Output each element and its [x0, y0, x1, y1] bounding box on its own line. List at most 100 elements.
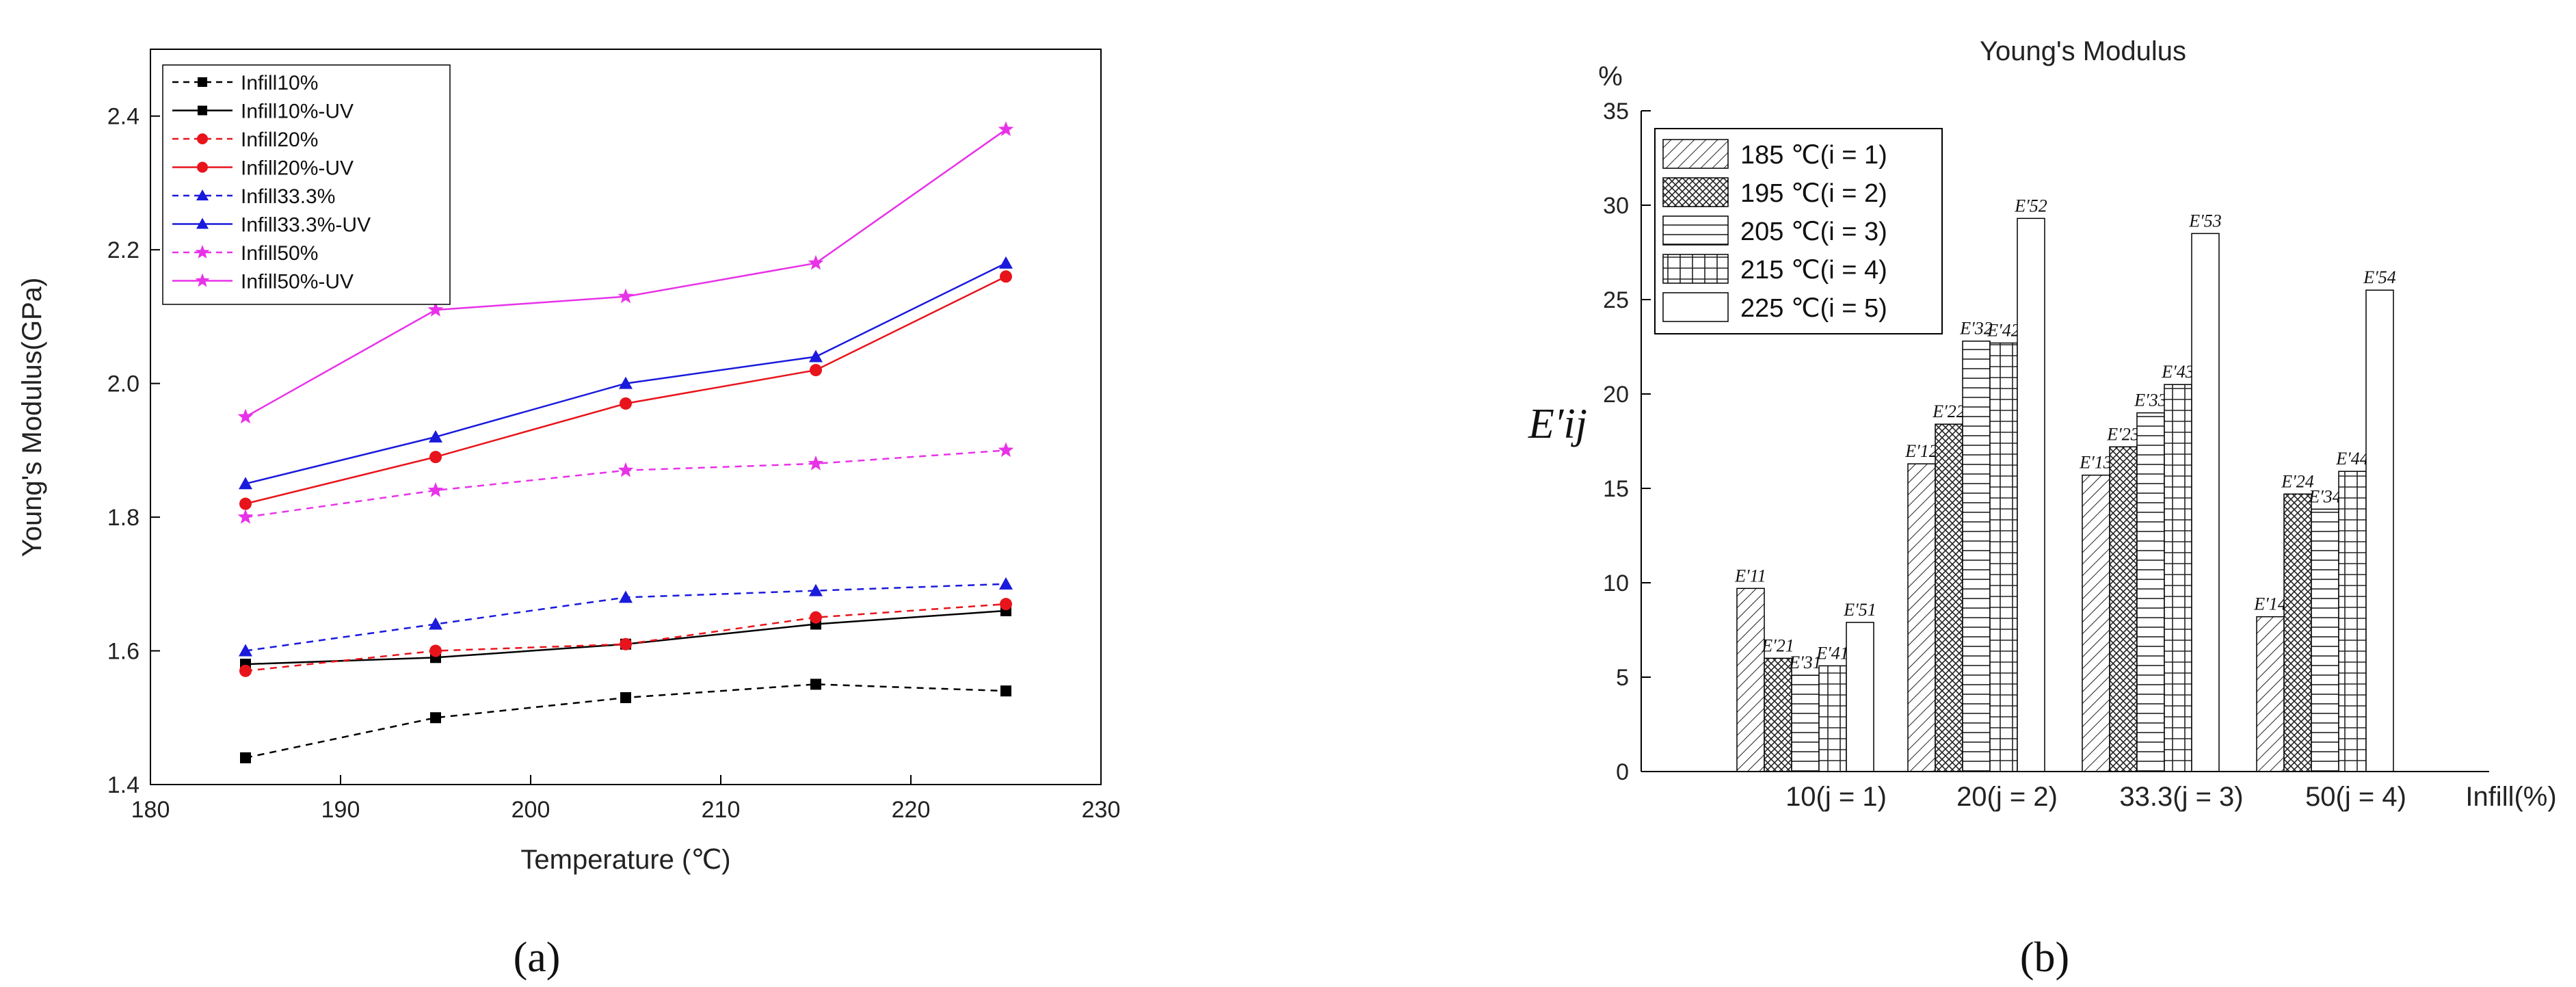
legend-swatch-b	[1662, 215, 1729, 246]
data-point	[429, 430, 442, 443]
data-point	[619, 376, 633, 389]
data-point	[999, 256, 1013, 269]
legend-label-a: Infill20%-UV	[241, 157, 354, 180]
data-point	[429, 617, 442, 630]
caption-a: (a)	[514, 934, 561, 981]
bar-data-label: E′54	[2363, 267, 2396, 287]
bar-data-label: E′24	[2281, 471, 2314, 491]
bar	[1846, 622, 1874, 772]
data-point	[1000, 685, 1011, 697]
y-tick-label-a: 2.4	[107, 104, 140, 130]
data-point	[1000, 270, 1012, 283]
x-axis-label-a: Temperature (℃)	[520, 845, 730, 875]
legend-marker-a	[198, 77, 207, 87]
data-point	[809, 350, 823, 363]
y-tick-label-b: 0	[1616, 759, 1629, 785]
legend-label-a: Infill33.3%-UV	[241, 214, 371, 237]
legend-swatch-b	[1662, 139, 1729, 169]
data-point	[239, 644, 252, 657]
bar-data-label: E′41	[1816, 643, 1849, 663]
legend-marker-a	[195, 273, 210, 287]
x-tick-label-a: 220	[892, 797, 931, 823]
series-infill33-3-uv	[239, 256, 1013, 490]
bar-data-label: E′44	[2335, 449, 2369, 469]
data-point	[999, 577, 1013, 590]
bar	[1764, 657, 1792, 772]
x-category-label-b: 33.3(j = 3)	[2119, 782, 2243, 812]
legend-marker-a	[198, 105, 207, 116]
data-point	[618, 288, 634, 304]
bar-data-label: E′52	[2014, 196, 2047, 215]
bar-group: E′14 E′24E′34 E′44 E′54	[2253, 267, 2396, 772]
data-point	[618, 462, 634, 477]
y-tick-label-b: 25	[1603, 287, 1629, 313]
data-point	[239, 497, 252, 510]
legend-label-b: 215 ℃(i = 4)	[1740, 256, 1887, 285]
y-tick-label-b: 30	[1603, 193, 1629, 219]
bar	[2136, 412, 2165, 772]
legend-box-a	[162, 64, 451, 305]
series-infill50-	[237, 442, 1014, 524]
bar	[2109, 446, 2138, 772]
bar	[1989, 342, 2018, 772]
y-axis-label-b: E′ij	[1528, 401, 1587, 447]
bar-data-label: E′23	[2106, 424, 2140, 444]
data-point	[810, 364, 822, 377]
series-infill20-uv	[239, 270, 1012, 510]
x-tick-label-a: 230	[1082, 797, 1121, 823]
bar-group: E′13 E′23 E′33 E′43 E′53	[2079, 211, 2222, 772]
data-point	[427, 482, 444, 497]
x-tick-label-a: 180	[131, 797, 170, 823]
y-tick-label-a: 2.2	[107, 237, 140, 263]
series-infill10-uv	[240, 605, 1011, 670]
data-point	[429, 644, 442, 657]
bar	[1907, 463, 1936, 772]
data-point	[810, 611, 822, 624]
legend-marker-a	[196, 189, 209, 200]
legend-swatch-b	[1662, 292, 1729, 322]
data-point	[619, 590, 633, 603]
series-line	[245, 609, 1007, 666]
bar	[2283, 493, 2312, 772]
bar-data-label: E′12	[1904, 441, 1938, 461]
legend-marker-a	[196, 218, 209, 229]
x-tick-label-a: 210	[702, 797, 741, 823]
x-axis-label-b: Infill(%)	[2465, 782, 2556, 812]
x-tick-label-a: 200	[512, 797, 550, 823]
caption-b: (b)	[2020, 934, 2069, 981]
data-point	[239, 664, 252, 677]
bar	[1791, 674, 1820, 772]
data-point	[620, 397, 632, 410]
bar	[2082, 474, 2110, 772]
bar	[2311, 508, 2339, 772]
series-infill50-uv	[237, 121, 1014, 424]
data-point	[240, 752, 251, 763]
series-line	[245, 603, 1007, 672]
bar-data-label: E′51	[1843, 600, 1876, 620]
legend-label-a: Infill20%	[241, 129, 318, 151]
legend-marker-a	[195, 245, 210, 259]
data-point	[429, 451, 442, 464]
data-point	[808, 455, 824, 471]
plot-frame-a	[150, 49, 1102, 785]
legend-label-b: 185 ℃(i = 1)	[1740, 141, 1887, 170]
bar-data-label: E′32	[1959, 319, 1993, 339]
chart-title-b: Young's Modulus	[1980, 36, 2186, 66]
bar-group: E′11 E′21E′31E′41 E′51	[1734, 566, 1876, 772]
data-point	[427, 302, 444, 317]
data-point	[998, 121, 1014, 136]
bar	[2191, 233, 2220, 772]
x-category-label-b: 10(j = 1)	[1785, 782, 1887, 812]
data-point	[808, 254, 824, 270]
bar-data-label: E′11	[1734, 566, 1766, 585]
x-tick-label-a: 190	[321, 797, 360, 823]
bar	[1962, 340, 1991, 772]
bar-data-label: E′14	[2253, 594, 2287, 614]
bar	[2365, 289, 2394, 772]
data-point	[237, 408, 254, 424]
bar-data-label: E′21	[1761, 635, 1794, 655]
bar	[2338, 471, 2367, 772]
legend-marker-a	[197, 133, 208, 144]
series-infill33-3-	[239, 577, 1013, 657]
